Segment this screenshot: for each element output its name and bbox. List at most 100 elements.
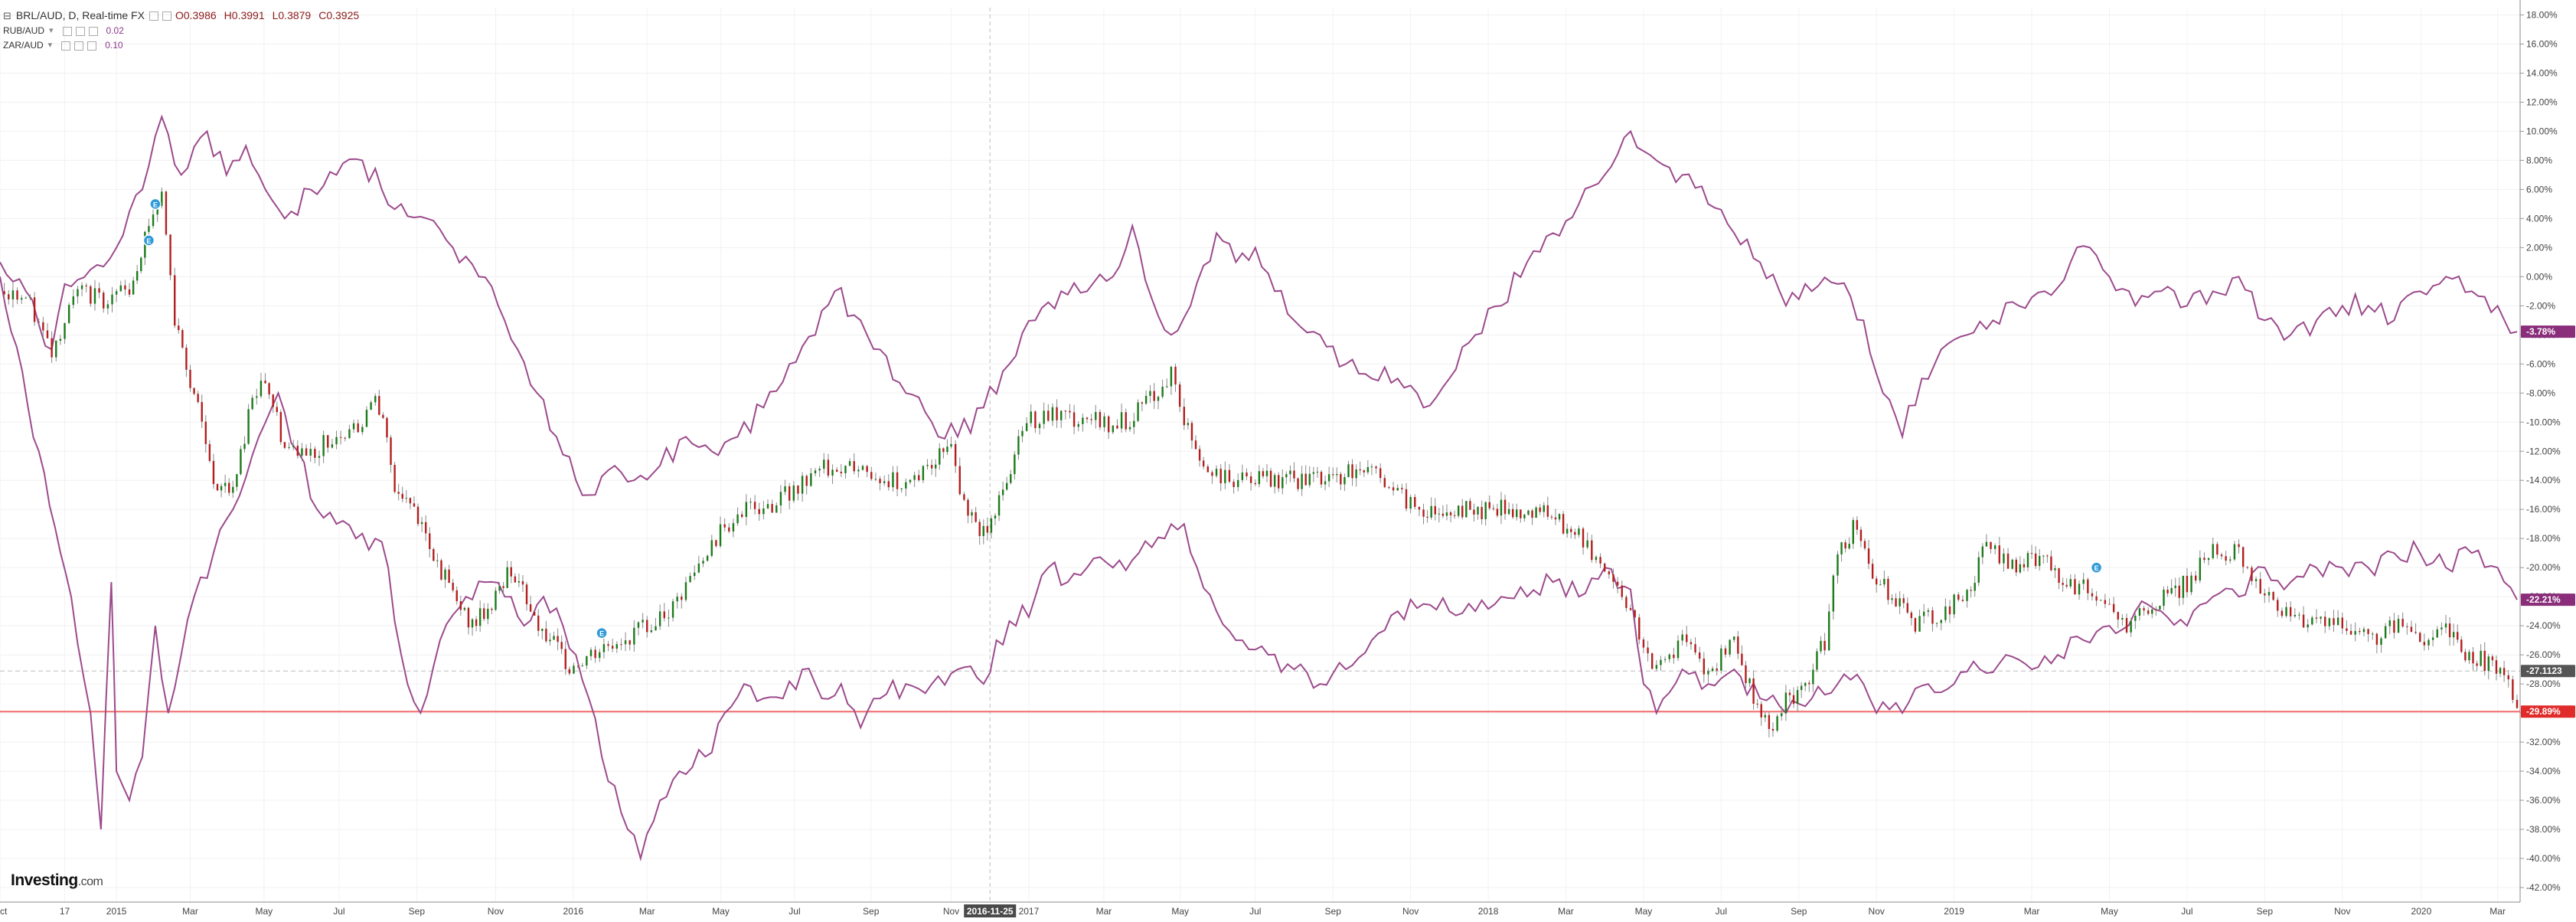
candle-body — [1355, 469, 1357, 479]
candle-body — [1469, 501, 1471, 510]
candle-body — [2062, 583, 2064, 585]
hide-icon[interactable] — [74, 41, 84, 51]
candle-body — [1418, 506, 1421, 510]
candle-body — [2178, 585, 2180, 598]
candle-body — [382, 414, 384, 418]
x-tick-label: Nov — [1869, 906, 1885, 917]
x-tick-label: Jul — [333, 906, 344, 917]
candle-body — [950, 443, 952, 447]
candle-body — [1237, 479, 1239, 488]
candle-body — [1948, 606, 1951, 615]
candle-body — [1595, 557, 1598, 561]
candle-body — [1430, 505, 1432, 518]
candle-body — [390, 437, 392, 466]
compare-symbol-name[interactable]: RUB/AUD — [3, 25, 45, 36]
candle-body — [2212, 544, 2214, 558]
symbol-title[interactable]: BRL/AUD, D, Real-time FX — [15, 9, 145, 21]
candle-body — [448, 569, 450, 583]
candle-body — [2328, 618, 2331, 626]
candle-body — [1170, 366, 1173, 387]
candle-body — [495, 590, 497, 610]
candle-body — [2444, 623, 2447, 628]
candle-body — [208, 443, 211, 461]
chevron-down-icon[interactable]: ▾ — [47, 41, 53, 50]
candle-body — [1876, 578, 1878, 585]
candle-body — [905, 482, 907, 489]
candle-body — [348, 429, 351, 438]
candle-body — [1998, 545, 2001, 564]
last-value-brl-aud: -29.89% — [2526, 706, 2561, 717]
candle-body — [1837, 554, 1839, 576]
event-marker-icon — [596, 626, 608, 639]
candle-body — [2100, 600, 2102, 601]
candle-body — [55, 340, 57, 358]
candle-body — [140, 257, 142, 272]
candle-body — [663, 611, 665, 619]
candle-body — [537, 615, 540, 631]
investing-logo[interactable]: Investing.com — [11, 871, 103, 890]
candle-body — [624, 640, 627, 645]
candle-body — [256, 396, 258, 398]
candle-body — [475, 619, 478, 626]
candle-body — [1906, 603, 1908, 613]
candle-body — [1232, 482, 1235, 488]
candle-body — [2375, 633, 2378, 645]
y-tick-label: -14.00% — [2526, 475, 2561, 486]
candle-body — [1344, 477, 1346, 485]
candle-body — [861, 466, 864, 470]
chevron-down-icon[interactable]: ▾ — [49, 26, 54, 35]
candle-body — [1668, 654, 1670, 659]
candle-body — [1507, 508, 1510, 515]
candle-body — [1756, 703, 1758, 705]
candle-body — [502, 586, 504, 588]
candle-body — [1733, 636, 1735, 640]
candle-body — [272, 394, 274, 407]
candle-body — [1792, 695, 1795, 705]
candle-body — [870, 472, 873, 479]
candle-body — [1461, 505, 1464, 518]
candle-body — [939, 448, 941, 465]
x-tick-label: 2018 — [1478, 906, 1499, 917]
candle-body — [2087, 579, 2089, 593]
candle-body — [169, 234, 171, 276]
candle-body — [2190, 575, 2192, 593]
candle-body — [510, 567, 512, 577]
candle-body — [1269, 470, 1272, 487]
candle-body — [930, 465, 933, 469]
candle-body — [1784, 692, 1788, 714]
candle-body — [352, 423, 355, 430]
settings-icon[interactable] — [62, 26, 72, 36]
candle-body — [1582, 528, 1585, 548]
candle-body — [1527, 510, 1530, 515]
candle-body — [2476, 663, 2478, 666]
candle-body — [327, 435, 329, 448]
candle-body — [301, 448, 303, 456]
x-tick-label: 2019 — [1944, 906, 1964, 917]
candle-body — [296, 446, 299, 456]
collapse-icon[interactable]: ⊟ — [3, 10, 11, 21]
candle-body — [818, 469, 821, 471]
hide-icon[interactable] — [162, 11, 171, 21]
candle-body — [810, 473, 812, 486]
settings-icon[interactable] — [149, 11, 158, 21]
candle-body — [918, 475, 920, 481]
x-tick-label: Mar — [182, 906, 198, 917]
hide-icon[interactable] — [75, 26, 85, 36]
candle-body — [1823, 640, 1826, 651]
candle-body — [264, 381, 266, 384]
remove-icon[interactable] — [88, 26, 98, 36]
candle-body — [2220, 554, 2223, 557]
candle-body — [2050, 556, 2052, 571]
remove-icon[interactable] — [87, 41, 97, 51]
candle-body — [2034, 553, 2037, 567]
candle-body — [1379, 468, 1382, 479]
candle-body — [1060, 410, 1063, 420]
candle-body — [615, 644, 618, 649]
candle-body — [1808, 682, 1810, 685]
candle-body — [2277, 600, 2279, 611]
series-line-zar-aud — [0, 276, 2518, 862]
settings-icon[interactable] — [61, 41, 71, 51]
compare-symbol-name[interactable]: ZAR/AUD — [3, 40, 44, 51]
